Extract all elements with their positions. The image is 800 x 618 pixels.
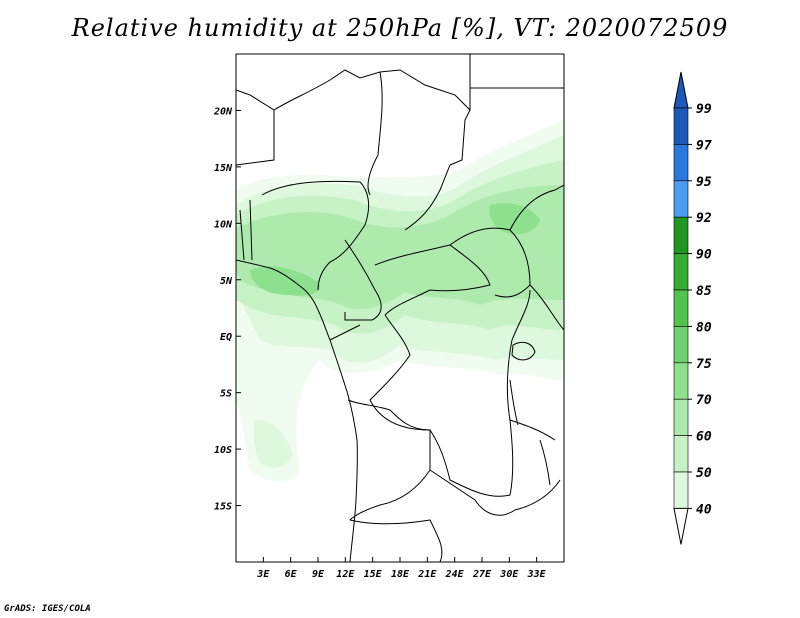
map-borders — [236, 54, 564, 562]
border-cameroon — [344, 239, 382, 321]
border-tanzania — [509, 419, 556, 441]
colorbar-segment — [673, 107, 689, 145]
humidity-shading — [236, 120, 564, 482]
lon-tick-label: 30E — [499, 569, 519, 580]
border-north — [236, 89, 275, 166]
colorbar-segment — [673, 435, 689, 473]
lon-tick-label: 3E — [256, 569, 270, 580]
lon-tick-label: 21E — [417, 569, 437, 580]
map-title: Relative humidity at 250hPa [%], VT: 202… — [71, 14, 729, 42]
border-east — [529, 284, 564, 331]
colorbar-segment — [673, 289, 689, 327]
colorbar-label: 40 — [696, 502, 712, 517]
border-zambia — [429, 469, 516, 516]
border-south-sudan — [449, 227, 531, 298]
lon-tick-label: 6E — [285, 569, 298, 580]
lat-tick-label: 10S — [214, 445, 232, 456]
border-gabon-congo — [329, 324, 361, 341]
lat-tick-label: 20N — [213, 106, 233, 117]
lat-tick-label: 5S — [220, 389, 232, 400]
humidity-region-50-south — [253, 419, 293, 468]
humidity-region-75-east — [489, 203, 540, 235]
colorbar-segment — [673, 326, 689, 364]
border-ivory — [239, 209, 245, 261]
border-mozambique — [514, 479, 561, 511]
longitude-axis: 3E 6E 9E 12E 15E 18E 21E 24E 27E 30E 33E — [256, 557, 547, 580]
lon-tick-label: 24E — [445, 569, 465, 580]
colorbar-label: 90 — [696, 248, 712, 263]
colorbar-segment — [673, 398, 689, 436]
lon-tick-label: 27E — [472, 569, 492, 580]
colorbar-segment — [673, 253, 689, 291]
colorbar-label: 60 — [696, 430, 712, 445]
lat-tick-label: 15N — [214, 163, 233, 174]
colorbar-segment — [673, 471, 689, 509]
border-namibia — [349, 519, 443, 562]
colorbar-segment — [673, 180, 689, 218]
lat-tick-label: 10N — [214, 219, 233, 230]
lake-victoria — [511, 341, 536, 361]
colorbar-segment — [673, 144, 689, 182]
colorbar-label: 97 — [696, 138, 712, 153]
lon-tick-label: 18E — [391, 569, 410, 580]
lon-tick-label: 15E — [364, 569, 383, 580]
lon-tick-label: 33E — [527, 569, 547, 580]
colorbar-below-arrow — [673, 507, 689, 545]
border-drc — [369, 289, 531, 497]
border-car — [374, 244, 491, 316]
border-angola — [347, 399, 431, 521]
colorbar-label: 92 — [696, 211, 712, 226]
lat-tick-label: 15S — [214, 502, 232, 513]
colorbar-label: 75 — [696, 357, 712, 372]
colorbar-segment — [673, 362, 689, 400]
colorbar-label: 85 — [696, 284, 712, 299]
colorbar-label: 95 — [696, 175, 712, 190]
border-ghana — [249, 199, 253, 261]
border-ethiopia — [509, 184, 564, 231]
colorbar-segment — [673, 216, 689, 254]
colorbar-above-arrow — [673, 71, 689, 109]
lon-tick-label: 9E — [312, 569, 325, 580]
lat-tick-label: EQ — [220, 332, 232, 343]
colorbar-label: 99 — [696, 102, 712, 117]
border-sudan — [404, 109, 471, 231]
lake-tanganyika — [509, 379, 519, 426]
colorbar-label: 70 — [696, 393, 712, 408]
border-nigeria — [261, 180, 370, 291]
grads-credit: GrADS: IGES/COLA — [4, 604, 91, 614]
colorbar: 99 97 95 92 90 85 80 75 70 60 50 40 — [673, 71, 712, 545]
colorbar-label: 50 — [696, 466, 712, 481]
lat-tick-label: 5N — [220, 276, 233, 287]
lon-tick-label: 12E — [336, 569, 355, 580]
border-sahel — [273, 54, 471, 112]
border-chad-niger — [367, 71, 383, 196]
humidity-region-70 — [236, 185, 564, 310]
latitude-axis: 20N 15N 10N 5N EQ 5S 10S 15S — [213, 106, 241, 513]
lake-malawi — [539, 439, 551, 486]
colorbar-label: 80 — [696, 320, 712, 335]
